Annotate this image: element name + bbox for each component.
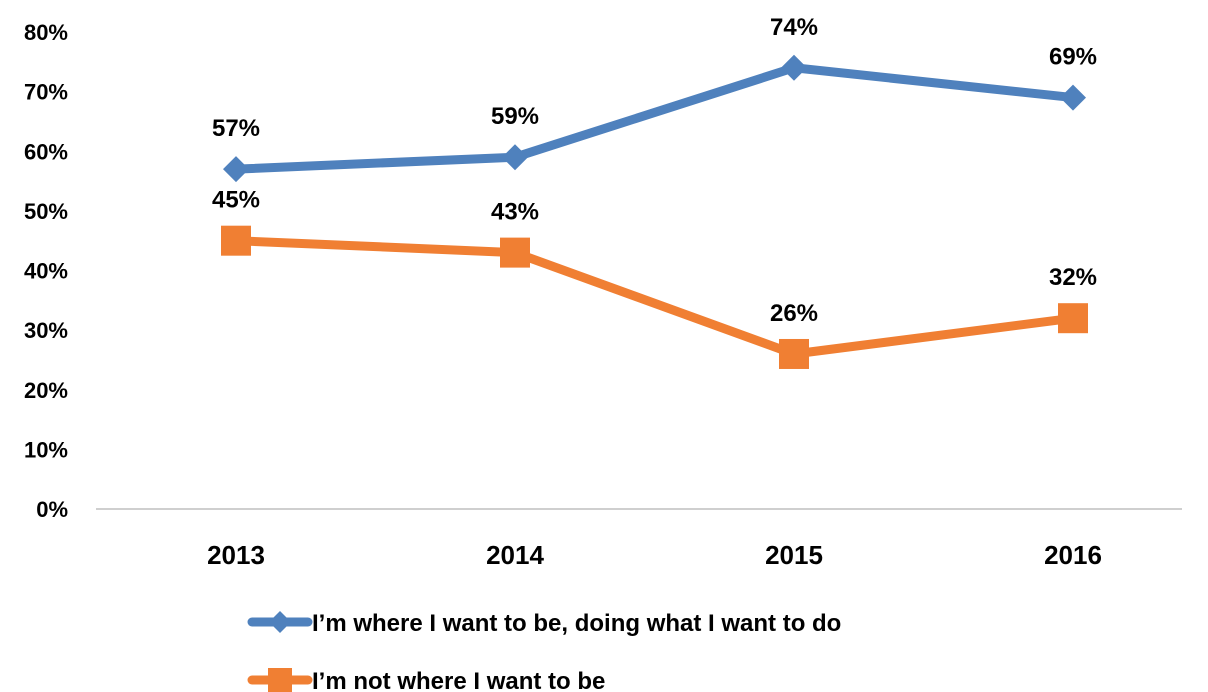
- data-point-square: [779, 338, 809, 369]
- x-axis: 2013 2014 2015 2016: [207, 540, 1102, 570]
- data-point-square: [500, 237, 530, 268]
- legend-marker-diamond: [269, 611, 291, 633]
- data-label: 69%: [1049, 44, 1097, 71]
- data-point-square: [221, 225, 251, 256]
- x-tick-label: 2016: [1044, 540, 1102, 570]
- data-point-square: [1058, 303, 1088, 334]
- data-point-diamond: [1060, 84, 1086, 111]
- data-label: 45%: [212, 187, 260, 214]
- series-line-2: [231, 236, 1078, 359]
- y-tick-label: 60%: [24, 139, 68, 164]
- y-tick-label: 0%: [36, 497, 68, 522]
- y-tick-label: 20%: [24, 378, 68, 403]
- x-tick-label: 2014: [486, 540, 544, 570]
- data-label: 32%: [1049, 264, 1097, 291]
- x-tick-label: 2015: [765, 540, 823, 570]
- data-point-diamond: [781, 54, 807, 81]
- x-tick-label: 2013: [207, 540, 265, 570]
- legend: I’m where I want to be, doing what I wan…: [247, 610, 841, 692]
- data-label: 26%: [770, 300, 818, 327]
- y-tick-label: 30%: [24, 318, 68, 343]
- data-label: 74%: [770, 14, 818, 41]
- legend-label: I’m not where I want to be: [312, 668, 605, 692]
- data-label: 57%: [212, 115, 260, 142]
- y-tick-label: 40%: [24, 259, 68, 284]
- y-tick-label: 10%: [24, 437, 68, 462]
- series-line-1: [231, 63, 1078, 174]
- data-point-diamond: [223, 156, 249, 183]
- legend-marker-square: [268, 668, 292, 692]
- data-label: 59%: [491, 103, 539, 130]
- data-label: 43%: [491, 199, 539, 226]
- series-layer: [221, 54, 1088, 369]
- data-labels: 57% 59% 74% 69% 45% 43% 26% 32%: [212, 14, 1097, 327]
- legend-label: I’m where I want to be, doing what I wan…: [312, 610, 841, 637]
- data-point-diamond: [502, 144, 528, 171]
- y-axis: 0% 10% 20% 30% 40% 50% 60% 70% 80%: [24, 20, 68, 522]
- y-tick-label: 80%: [24, 20, 68, 45]
- y-tick-label: 70%: [24, 80, 68, 105]
- y-tick-label: 50%: [24, 199, 68, 224]
